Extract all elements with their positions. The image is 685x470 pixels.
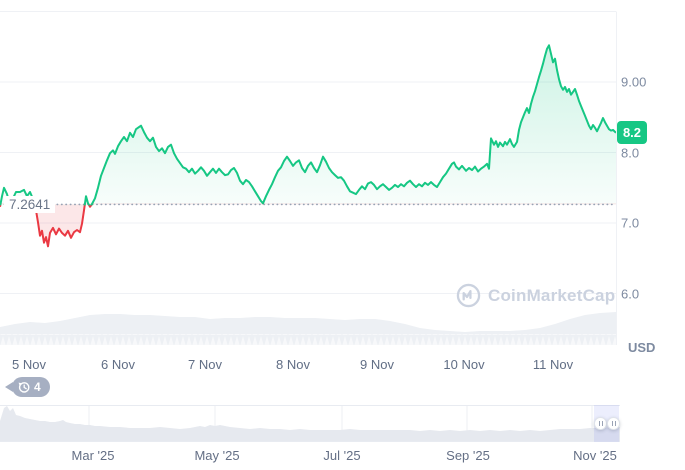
y-tick-label: 8.0 — [621, 145, 640, 161]
navigator-month-label: May '25 — [194, 448, 240, 463]
y-tick-label: 9.00 — [621, 74, 647, 90]
history-count: 4 — [34, 380, 41, 394]
navigator-month-label: Sep '25 — [446, 448, 490, 463]
coinmarketcap-logo-icon — [456, 283, 481, 308]
navigator-left-handle[interactable] — [594, 417, 607, 430]
x-tick-label: 5 Nov — [12, 357, 46, 372]
x-tick-label: 7 Nov — [188, 357, 222, 372]
history-badge[interactable]: 4 — [5, 377, 50, 397]
navigator-month-label: Mar '25 — [71, 448, 115, 463]
y-tick-label: 7.0 — [621, 215, 640, 231]
current-price-badge: 8.2 — [617, 121, 647, 144]
x-tick-label: 11 Nov — [532, 357, 574, 372]
x-tick-label: 9 Nov — [360, 357, 394, 372]
x-tick-label: 10 Nov — [443, 357, 485, 372]
open-price-label: 7.2641 — [4, 196, 56, 213]
navigator-month-label: Nov '25 — [573, 448, 617, 463]
y-tick-label: 6.0 — [621, 286, 640, 302]
currency-unit-label: USD — [628, 340, 656, 355]
navigator-month-label: Jul '25 — [323, 448, 361, 463]
history-clock-icon — [18, 382, 30, 393]
watermark-text: CoinMarketCap — [488, 285, 616, 305]
x-tick-label: 8 Nov — [276, 357, 310, 372]
x-tick-label: 6 Nov — [101, 357, 135, 372]
navigator-right-handle[interactable] — [607, 417, 620, 430]
coinmarketcap-watermark: CoinMarketCap — [456, 283, 615, 308]
